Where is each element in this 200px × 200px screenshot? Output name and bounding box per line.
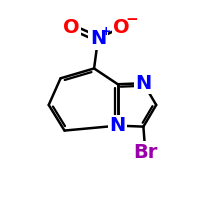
Text: O: O (113, 18, 130, 37)
Text: O: O (63, 18, 80, 37)
Text: N: N (135, 74, 152, 93)
Text: +: + (101, 25, 112, 38)
Text: Br: Br (133, 143, 158, 162)
Text: N: N (90, 29, 106, 48)
Text: −: − (126, 12, 138, 27)
Text: N: N (110, 116, 126, 135)
